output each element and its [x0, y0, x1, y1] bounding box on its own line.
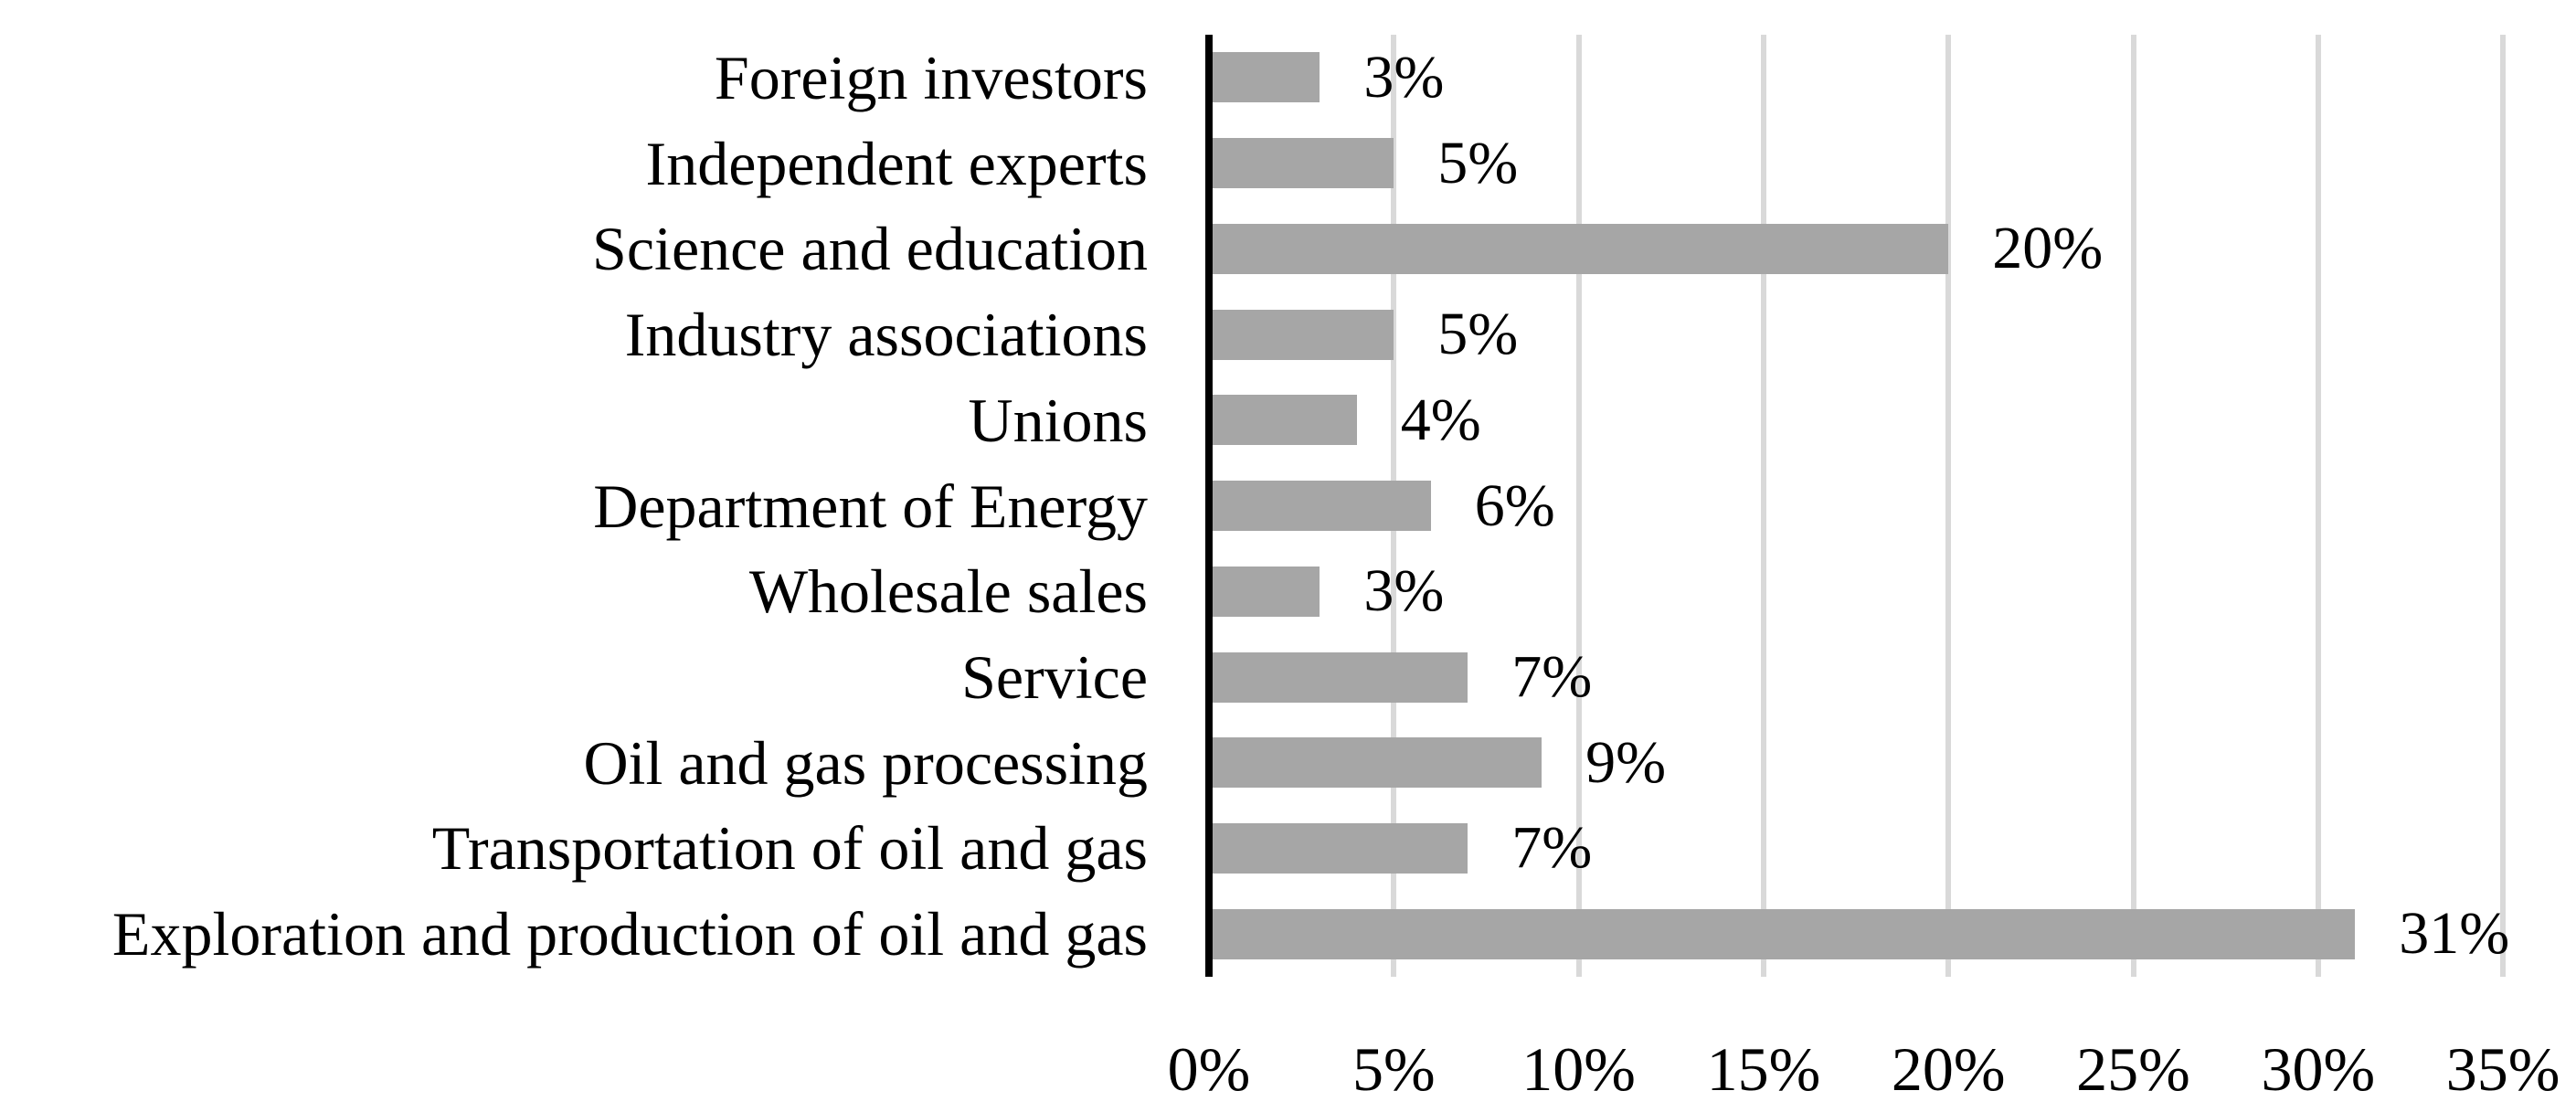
category-label: Exploration and production of oil and ga…	[111, 899, 1148, 969]
bar-track: 9%	[1213, 720, 2576, 806]
data-label: 3%	[1363, 557, 1445, 625]
data-label: 5%	[1437, 129, 1519, 196]
bar	[1213, 481, 1431, 532]
x-axis-tick-label: 30%	[2261, 1034, 2376, 1104]
bar-row: Oil and gas processing 9%	[0, 720, 2576, 806]
gridline	[1760, 35, 1766, 977]
gridline	[2315, 35, 2321, 977]
bar-track: 31%	[1213, 891, 2576, 977]
bar-track: 5%	[1213, 121, 2576, 207]
bar-track: 7%	[1213, 806, 2576, 892]
category-label: Oil and gas processing	[583, 727, 1148, 798]
bar-row: Wholesale sales 3%	[0, 548, 2576, 634]
gridline	[2130, 35, 2136, 977]
x-axis: 0% 5% 10% 15% 20% 25% 30% 35%	[0, 1029, 2576, 1112]
gridline	[1575, 35, 1582, 977]
bar	[1213, 138, 1394, 189]
bar	[1213, 908, 2356, 959]
data-label: 3%	[1363, 43, 1445, 111]
bar	[1213, 651, 1468, 703]
category-label: Transportation of oil and gas	[431, 813, 1148, 884]
category-axis-line	[1205, 35, 1213, 977]
bar-track: 5%	[1213, 291, 2576, 377]
bar	[1213, 52, 1320, 103]
bar-track: 20%	[1213, 206, 2576, 291]
x-axis-tick-label: 0%	[1167, 1034, 1251, 1104]
bar-row: Independent experts 5%	[0, 121, 2576, 207]
data-label: 7%	[1511, 643, 1593, 710]
bar-track: 4%	[1213, 377, 2576, 463]
gridline	[2500, 35, 2507, 977]
bar-row: Transportation of oil and gas 7%	[0, 806, 2576, 892]
bar-row: Service 7%	[0, 634, 2576, 720]
data-label: 4%	[1400, 386, 1481, 453]
bar-row: Exploration and production of oil and ga…	[0, 891, 2576, 977]
x-axis-tick-label: 5%	[1352, 1034, 1436, 1104]
bar	[1213, 822, 1468, 874]
x-axis-tick-label: 35%	[2445, 1034, 2560, 1104]
bar-row: Industry associations 5%	[0, 291, 2576, 377]
bar	[1213, 395, 1357, 446]
category-label: Service	[961, 642, 1148, 712]
bar-rows: Foreign investors 3% Independent experts…	[0, 35, 2576, 977]
x-axis-tick-label: 10%	[1521, 1034, 1636, 1104]
data-label: 9%	[1585, 728, 1667, 796]
category-label: Independent experts	[645, 128, 1148, 198]
data-label: 20%	[1992, 215, 2104, 282]
bar-row: Department of Energy 6%	[0, 463, 2576, 549]
x-axis-tick-label: 25%	[2076, 1034, 2190, 1104]
category-label: Department of Energy	[593, 471, 1148, 541]
gridline	[1945, 35, 1952, 977]
bar-row: Science and education 20%	[0, 206, 2576, 291]
data-label: 7%	[1511, 814, 1593, 882]
bar-track: 6%	[1213, 463, 2576, 549]
category-label: Science and education	[592, 214, 1148, 284]
category-label: Foreign investors	[714, 42, 1148, 112]
bar	[1213, 737, 1542, 789]
category-label: Wholesale sales	[748, 556, 1148, 627]
category-label: Unions	[968, 385, 1148, 455]
data-label: 5%	[1437, 301, 1519, 368]
category-label: Industry associations	[624, 300, 1148, 370]
x-axis-tick-label: 15%	[1706, 1034, 1821, 1104]
data-label: 6%	[1474, 471, 1555, 539]
bar-row: Unions 4%	[0, 377, 2576, 463]
bar	[1213, 223, 1949, 274]
bar-track: 3%	[1213, 548, 2576, 634]
bar-track: 7%	[1213, 634, 2576, 720]
bar	[1213, 566, 1320, 617]
bar-track: 3%	[1213, 35, 2576, 121]
x-axis-tick-label: 20%	[1891, 1034, 2006, 1104]
data-label: 31%	[2399, 900, 2510, 968]
bar-row: Foreign investors 3%	[0, 35, 2576, 121]
bar	[1213, 309, 1394, 360]
